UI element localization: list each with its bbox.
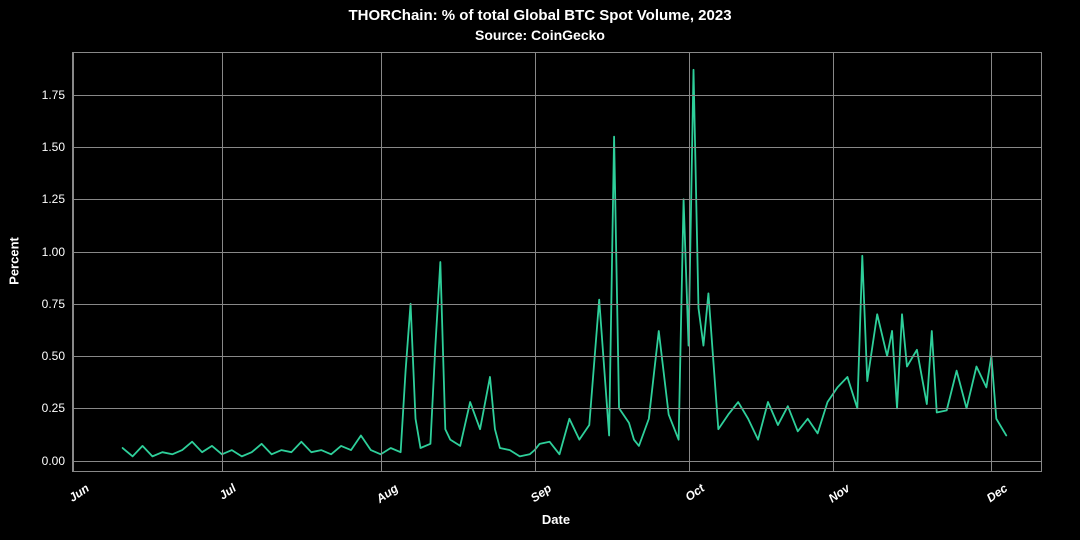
chart-title-block: THORChain: % of total Global BTC Spot Vo… bbox=[0, 6, 1080, 44]
chart-container: THORChain: % of total Global BTC Spot Vo… bbox=[0, 0, 1080, 540]
y-tick-label: 1.75 bbox=[42, 88, 65, 102]
y-tick-label: 0.00 bbox=[42, 454, 65, 468]
grid-line-vertical bbox=[833, 53, 834, 471]
chart-subtitle: Source: CoinGecko bbox=[0, 26, 1080, 44]
chart-title: THORChain: % of total Global BTC Spot Vo… bbox=[0, 6, 1080, 26]
grid-line-vertical bbox=[991, 53, 992, 471]
y-tick-label: 1.25 bbox=[42, 192, 65, 206]
grid-line-horizontal bbox=[73, 147, 1041, 148]
x-tick-label: Jun bbox=[66, 481, 92, 505]
x-axis-label: Date bbox=[542, 512, 570, 527]
x-tick-label: Jul bbox=[216, 481, 238, 502]
y-tick-label: 0.75 bbox=[42, 297, 65, 311]
grid-line-vertical bbox=[535, 53, 536, 471]
x-tick-label: Sep bbox=[528, 481, 554, 505]
grid-line-horizontal bbox=[73, 304, 1041, 305]
grid-line-horizontal bbox=[73, 95, 1041, 96]
plot-area: 0.000.250.500.751.001.251.501.75JunJulAu… bbox=[72, 52, 1042, 472]
grid-line-vertical bbox=[381, 53, 382, 471]
y-tick-label: 1.00 bbox=[42, 245, 65, 259]
y-tick-label: 0.25 bbox=[42, 401, 65, 415]
grid-line-vertical bbox=[222, 53, 223, 471]
grid-line-horizontal bbox=[73, 199, 1041, 200]
y-axis-label: Percent bbox=[7, 237, 22, 285]
grid-line-horizontal bbox=[73, 408, 1041, 409]
grid-line-horizontal bbox=[73, 356, 1041, 357]
x-tick-label: Dec bbox=[984, 481, 1010, 505]
x-tick-label: Aug bbox=[373, 481, 400, 506]
x-tick-label: Oct bbox=[682, 481, 706, 504]
line-series bbox=[123, 70, 1007, 457]
grid-line-horizontal bbox=[73, 461, 1041, 462]
grid-line-vertical bbox=[689, 53, 690, 471]
grid-line-horizontal bbox=[73, 252, 1041, 253]
y-tick-label: 1.50 bbox=[42, 140, 65, 154]
x-tick-label: Nov bbox=[825, 481, 852, 505]
y-tick-label: 0.50 bbox=[42, 349, 65, 363]
grid-line-vertical bbox=[73, 53, 74, 471]
